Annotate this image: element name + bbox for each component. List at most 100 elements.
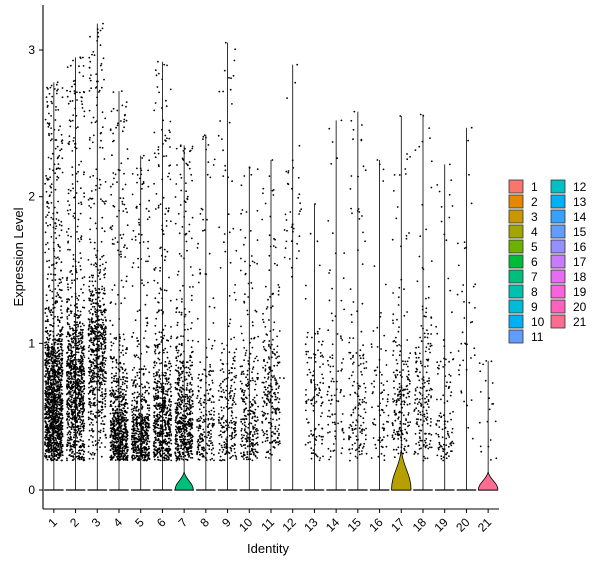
- data-point: [124, 423, 127, 426]
- data-point: [125, 398, 127, 401]
- data-point: [130, 448, 133, 450]
- data-point: [133, 396, 136, 399]
- data-point: [61, 373, 64, 375]
- data-point: [45, 413, 48, 415]
- data-point: [156, 382, 158, 385]
- data-point: [146, 413, 149, 415]
- data-point: [61, 399, 64, 402]
- data-point: [103, 78, 105, 81]
- data-point: [77, 310, 79, 312]
- data-point: [48, 259, 51, 262]
- data-point: [46, 101, 49, 103]
- data-point: [76, 126, 79, 128]
- data-point: [66, 209, 69, 212]
- data-point: [138, 221, 140, 224]
- data-point: [101, 263, 104, 266]
- data-point: [48, 365, 51, 368]
- data-point: [113, 375, 116, 378]
- data-point: [44, 308, 47, 310]
- data-point: [57, 366, 60, 368]
- data-point: [100, 342, 102, 345]
- data-point: [51, 429, 54, 432]
- data-point: [158, 292, 161, 295]
- data-point: [51, 356, 53, 359]
- data-point: [70, 401, 72, 403]
- data-point: [50, 454, 53, 457]
- data-point: [134, 235, 137, 238]
- data-point: [97, 315, 100, 317]
- data-point: [46, 260, 48, 263]
- data-point: [90, 303, 93, 306]
- data-point: [68, 343, 70, 346]
- data-point: [77, 170, 79, 173]
- data-point: [113, 243, 115, 245]
- data-point: [102, 254, 105, 257]
- data-point: [135, 409, 138, 412]
- data-point: [92, 444, 95, 447]
- data-point: [81, 96, 83, 99]
- data-point: [93, 367, 95, 370]
- data-point: [59, 125, 61, 128]
- data-point: [77, 370, 80, 373]
- data-point: [103, 380, 106, 383]
- data-point: [91, 290, 94, 293]
- data-point: [70, 351, 73, 354]
- data-point: [83, 115, 86, 118]
- data-point: [76, 231, 78, 233]
- data-point: [61, 362, 63, 365]
- data-point: [110, 424, 112, 426]
- data-point: [158, 408, 161, 410]
- data-point: [154, 349, 157, 351]
- data-point: [67, 421, 69, 423]
- data-point: [72, 408, 75, 411]
- data-point: [90, 274, 93, 277]
- data-point: [83, 392, 85, 395]
- data-point: [125, 419, 127, 421]
- data-point: [50, 445, 53, 447]
- data-point: [79, 314, 82, 316]
- data-point: [115, 423, 118, 426]
- data-point: [57, 372, 59, 375]
- data-point: [68, 298, 71, 301]
- data-point: [61, 369, 64, 372]
- data-point: [69, 373, 72, 376]
- data-point: [66, 95, 69, 98]
- data-point: [58, 362, 61, 365]
- data-point: [45, 175, 47, 177]
- data-point: [133, 380, 136, 383]
- data-point: [75, 344, 78, 347]
- data-point: [90, 190, 93, 192]
- data-point: [126, 224, 129, 227]
- data-point: [154, 441, 157, 444]
- data-point: [138, 343, 140, 345]
- data-point: [91, 391, 94, 394]
- data-point: [88, 276, 91, 279]
- data-point: [58, 282, 61, 285]
- data-point: [131, 369, 134, 371]
- data-point: [45, 190, 48, 193]
- data-point: [80, 236, 82, 239]
- data-point: [91, 280, 94, 283]
- data-point: [148, 386, 151, 389]
- data-point: [89, 228, 91, 231]
- data-point: [99, 278, 101, 281]
- data-point: [123, 338, 126, 341]
- data-point: [101, 364, 104, 366]
- data-point: [138, 385, 141, 388]
- data-point: [113, 139, 115, 142]
- data-point: [104, 267, 107, 270]
- data-point: [70, 455, 72, 458]
- data-point: [145, 417, 148, 420]
- data-point: [114, 459, 117, 461]
- data-point: [164, 383, 167, 385]
- data-point: [80, 354, 82, 357]
- data-point: [72, 329, 75, 332]
- data-point: [49, 323, 51, 326]
- data-point: [73, 196, 75, 199]
- data-point: [77, 374, 79, 376]
- data-point: [146, 453, 149, 456]
- data-point: [123, 405, 126, 408]
- data-point: [88, 372, 91, 374]
- data-point: [89, 299, 91, 302]
- data-point: [165, 416, 167, 419]
